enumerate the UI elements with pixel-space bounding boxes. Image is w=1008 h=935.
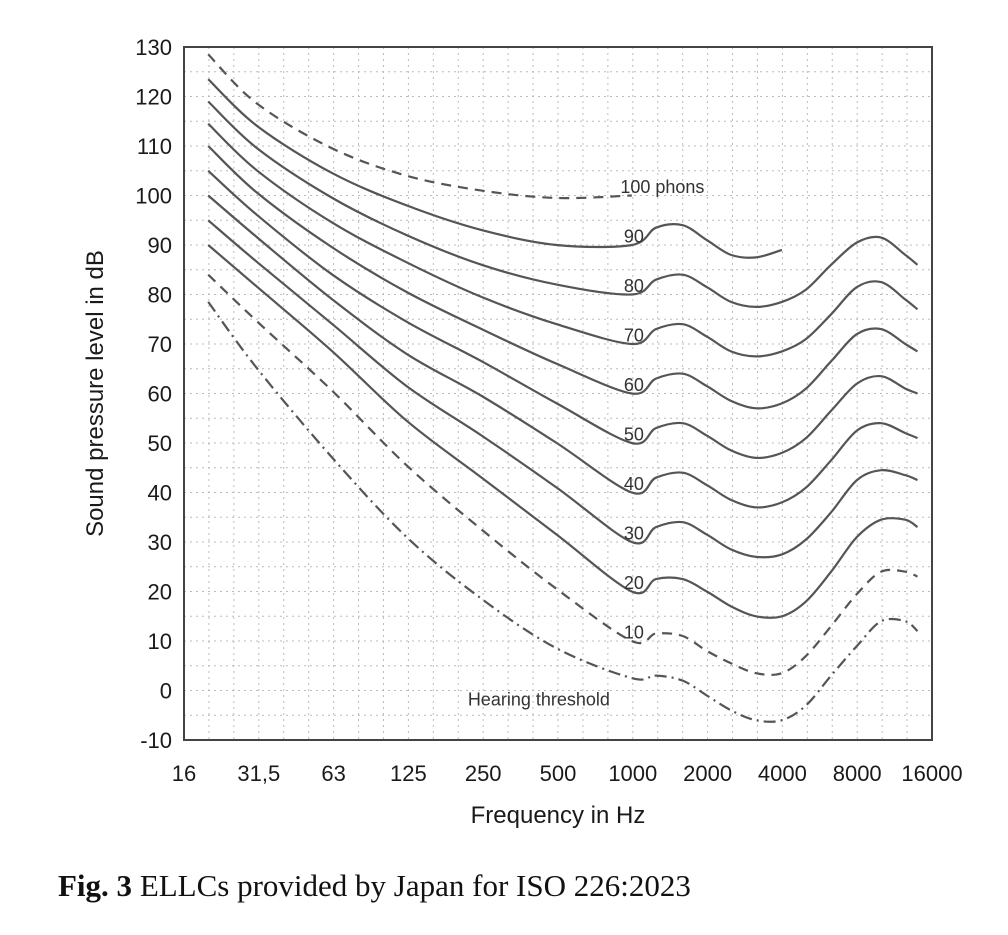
- curve-label: 100 phons: [620, 177, 704, 197]
- figure-caption: Fig. 3 ELLCs provided by Japan for ISO 2…: [58, 868, 691, 904]
- x-tick-label: 250: [465, 761, 502, 786]
- y-tick-label: 60: [148, 382, 172, 407]
- x-tick-label: 125: [390, 761, 427, 786]
- x-tick-label: 16: [172, 761, 196, 786]
- grid: [183, 46, 933, 741]
- y-tick-label: 70: [148, 332, 172, 357]
- curve-labels: 100 phons 90 80 70 60 50 40 30 20 10 Hearing thres…: [468, 177, 705, 709]
- curve-label: 30: [624, 524, 644, 544]
- x-tick-label: 1000: [608, 761, 657, 786]
- curve-label: 20: [624, 573, 644, 593]
- y-tick-label: 40: [148, 481, 172, 506]
- curve-50: [207, 169, 918, 460]
- curve-label: 60: [624, 375, 644, 395]
- x-tick-label: 2000: [683, 761, 732, 786]
- y-tick-label: 80: [148, 283, 172, 308]
- series-group: [207, 53, 919, 723]
- curve-70: [207, 122, 919, 358]
- y-axis-title: Sound pressure level in dB: [82, 250, 109, 537]
- tick-labels: 16 31,5 63 125 250 500 1000 2000 4000 8000 1600013…: [135, 35, 962, 786]
- y-tick-label: 90: [148, 233, 172, 258]
- y-tick-label: 0: [160, 679, 172, 704]
- y-tick-label: 110: [137, 134, 172, 159]
- curve-40: [207, 194, 918, 509]
- curve-label: 80: [624, 276, 644, 296]
- curve-30: [207, 219, 918, 559]
- curve-label: 40: [624, 474, 644, 494]
- y-tick-label: 10: [148, 629, 172, 654]
- curve-label: 10: [624, 623, 644, 643]
- plot-frame: [183, 46, 933, 741]
- figure-number: Fig. 3: [58, 868, 133, 903]
- equal-loudness-chart: 16 31,5 63 125 250 500 1000 2000 4000 8000 1600013…: [82, 35, 963, 829]
- curve-label: 50: [624, 425, 644, 445]
- curve-20: [207, 244, 919, 619]
- curve-hearing-threshold: [207, 301, 919, 723]
- y-tick-label: 20: [148, 580, 172, 605]
- y-tick-label: 130: [135, 35, 172, 60]
- y-tick-label: 120: [135, 85, 172, 110]
- curve-100-phons: [207, 53, 632, 200]
- curve-label: 90: [624, 227, 644, 247]
- curve-10: [207, 273, 918, 676]
- curve-80: [207, 100, 919, 309]
- y-tick-label: -10: [140, 728, 172, 753]
- curve-90: [207, 78, 783, 259]
- curve-60: [207, 145, 919, 410]
- x-tick-label: 8000: [833, 761, 882, 786]
- curve-label: Hearing threshold: [468, 689, 610, 709]
- x-tick-label: 63: [321, 761, 345, 786]
- x-tick-label: 16000: [901, 761, 962, 786]
- x-tick-label: 4000: [758, 761, 807, 786]
- curve-label: 70: [624, 326, 644, 346]
- x-tick-label: 31,5: [237, 761, 280, 786]
- y-tick-label: 50: [148, 431, 172, 456]
- y-tick-label: 100: [135, 184, 172, 209]
- y-tick-label: 30: [148, 530, 172, 555]
- x-axis-title: Frequency in Hz: [471, 802, 646, 829]
- figure-caption-text: ELLCs provided by Japan for ISO 226:2023: [132, 868, 691, 903]
- x-tick-label: 500: [540, 761, 577, 786]
